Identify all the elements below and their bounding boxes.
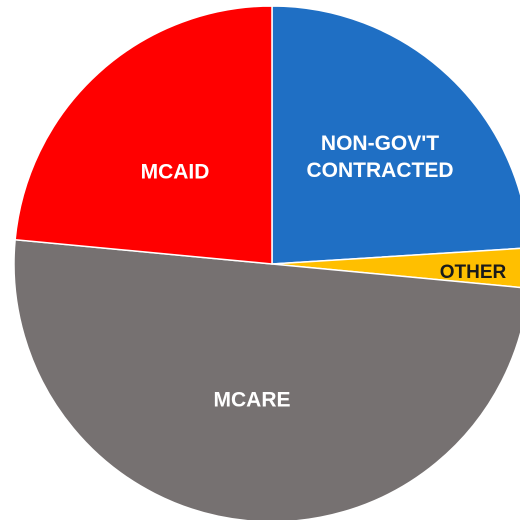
slice-label-mcaid: MCAID	[141, 161, 210, 184]
slice-label-line: CONTRACTED	[307, 159, 454, 182]
slice-label-non-gov-t-contracted: NON-GOV'T CONTRACTED	[307, 132, 454, 182]
pie-slice-non-gov-t-contracted	[271, 5, 520, 265]
labels-layer: NON-GOV'T CONTRACTED OTHER MCARE MCAID	[141, 132, 507, 412]
slice-label-line: MCARE	[214, 389, 291, 412]
slice-label-other: OTHER	[440, 262, 507, 283]
slice-label-line: MCAID	[141, 161, 210, 184]
slices-layer	[13, 5, 520, 520]
slice-label-mcare: MCARE	[214, 389, 291, 412]
pie-slice-mcare	[13, 238, 520, 520]
pie-slice-other	[271, 247, 520, 289]
slice-label-line: NON-GOV'T	[321, 132, 439, 155]
pie-slice-mcaid	[14, 5, 273, 265]
slice-label-line: OTHER	[440, 262, 507, 283]
